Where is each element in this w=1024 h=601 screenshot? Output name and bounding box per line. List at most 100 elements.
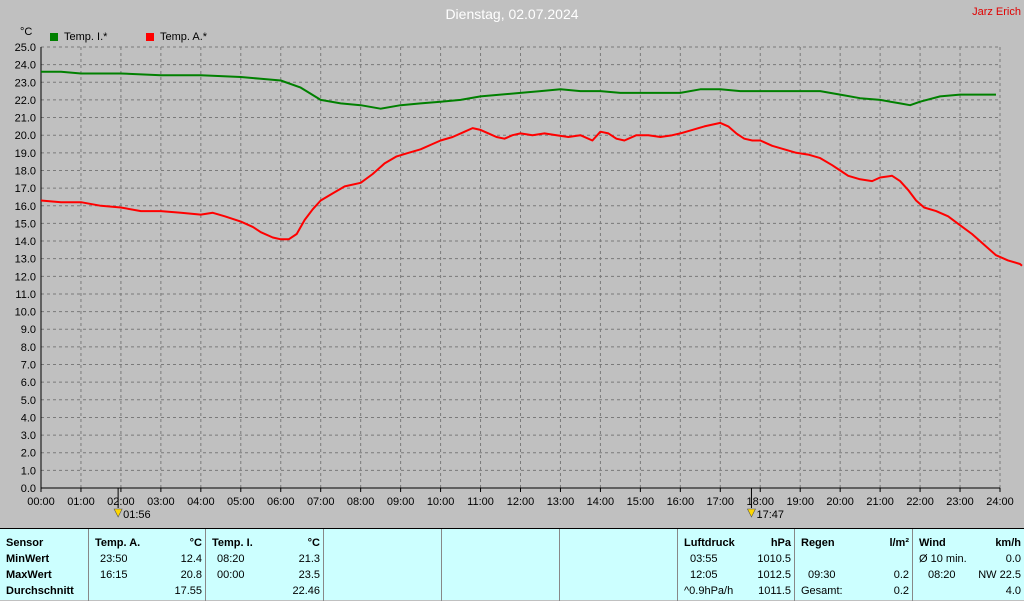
temp-i-max-value: 23.5 — [298, 569, 320, 581]
wind-avg-label: Ø 10 min. — [919, 553, 967, 565]
temp-i-avg-value: 22.46 — [292, 585, 320, 597]
luftdruck-min-value: 1010.5 — [757, 553, 791, 565]
series-line-temp-a — [40, 121, 1023, 267]
chart-title: Dienstag, 02.07.2024 — [445, 6, 579, 22]
x-tick-label: 05:00 — [227, 496, 255, 508]
y-axis-unit: °C — [20, 26, 33, 38]
summary-col-temp-i: Temp. I. °C 08:20 21.3 00:00 23.5 22.46 — [206, 529, 324, 601]
y-tick-label: 10.0 — [15, 307, 36, 319]
y-tick-label: 6.0 — [21, 377, 36, 389]
sunset-icon — [746, 508, 756, 518]
luftdruck-header: Luftdruck — [684, 537, 735, 549]
wind-max-value: NW 22.5 — [978, 569, 1021, 581]
x-tick-label: 01:00 — [67, 496, 95, 508]
y-tick-label: 15.0 — [15, 218, 36, 230]
temp-a-max-time: 16:15 — [100, 569, 128, 581]
x-tick-label: 23:00 — [946, 496, 974, 508]
y-tick-label: 9.0 — [21, 324, 36, 336]
avg-label: Durchschnitt — [6, 585, 74, 597]
legend-swatch-temp-i — [50, 33, 58, 41]
summary-col-empty-3 — [560, 529, 678, 601]
x-tick-label: 08:00 — [347, 496, 375, 508]
wind-max-time: 08:20 — [928, 569, 956, 581]
x-tick-label: 04:00 — [187, 496, 215, 508]
regen-total-label: Gesamt: — [801, 585, 843, 597]
temp-a-min-time: 23:50 — [100, 553, 128, 565]
temp-i-max-time: 00:00 — [217, 569, 245, 581]
luftdruck-unit: hPa — [770, 537, 791, 549]
y-tick-label: 19.0 — [15, 148, 36, 160]
annotation-label: 17:47 — [756, 509, 784, 521]
x-tick-label: 11:00 — [467, 496, 494, 508]
y-tick-label: 5.0 — [21, 395, 36, 407]
x-tick-label: 07:00 — [307, 496, 335, 508]
x-tick-label: 06:00 — [267, 496, 295, 508]
y-tick-label: 14.0 — [15, 236, 36, 248]
temp-i-header: Temp. I. — [212, 537, 253, 549]
x-tick-label: 02:00 — [107, 496, 135, 508]
x-tick-label: 12:00 — [507, 496, 535, 508]
wind-total-value: 4.0 — [1005, 585, 1021, 597]
y-tick-label: 24.0 — [15, 60, 36, 72]
y-tick-label: 0.0 — [21, 483, 36, 495]
x-tick-label: 17:00 — [707, 496, 735, 508]
legend-swatch-temp-a — [146, 33, 154, 41]
summary-col-empty-2 — [442, 529, 560, 601]
x-tick-label: 14:00 — [587, 496, 615, 508]
x-tick-label: 19:00 — [786, 496, 814, 508]
sunrise-icon — [113, 508, 123, 518]
sensor-header: Sensor — [6, 537, 44, 549]
summary-col-temp-a: Temp. A. °C 23:50 12.4 16:15 20.8 17.55 — [89, 529, 206, 601]
y-tick-label: 25.0 — [15, 42, 36, 54]
luftdruck-min-time: 03:55 — [690, 553, 718, 565]
max-label: MaxWert — [6, 569, 52, 581]
legend-label-temp-a: Temp. A.* — [160, 31, 208, 43]
x-tick-label: 09:00 — [387, 496, 415, 508]
x-tick-label: 15:00 — [627, 496, 655, 508]
luftdruck-max-time: 12:05 — [690, 569, 718, 581]
x-tick-label: 10:00 — [427, 496, 455, 508]
y-tick-label: 16.0 — [15, 201, 36, 213]
author-label: Jarz Erich — [972, 6, 1021, 18]
y-tick-label: 2.0 — [21, 448, 36, 460]
luftdruck-max-value: 1012.5 — [757, 569, 791, 581]
regen-max-value: 0.2 — [893, 569, 909, 581]
y-tick-label: 12.0 — [15, 271, 36, 283]
temp-a-unit: °C — [189, 537, 202, 549]
regen-total-value: 0.2 — [893, 585, 909, 597]
y-tick-label: 17.0 — [15, 183, 36, 195]
series-line-temp-i — [41, 70, 996, 110]
y-tick-label: 4.0 — [21, 412, 36, 424]
regen-max-time: 09:30 — [808, 569, 836, 581]
y-tick-label: 7.0 — [21, 360, 36, 372]
annotation-label: 01:56 — [123, 509, 151, 521]
legend-item-temp-a: Temp. A.* — [146, 31, 207, 43]
y-tick-label: 1.0 — [21, 465, 36, 477]
y-tick-label: 13.0 — [15, 254, 36, 266]
x-tick-label: 18:00 — [746, 496, 774, 508]
summary-col-wind: Wind km/h Ø 10 min. 0.0 08:20 NW 22.5 4.0 — [913, 529, 1024, 601]
temp-a-max-value: 20.8 — [180, 569, 202, 581]
x-tick-label: 24:00 — [986, 496, 1014, 508]
y-tick-label: 3.0 — [21, 430, 36, 442]
x-tick-label: 00:00 — [27, 496, 55, 508]
x-tick-label: 03:00 — [147, 496, 175, 508]
luftdruck-avg-value: 1011.5 — [758, 585, 791, 597]
wind-unit: km/h — [995, 537, 1021, 549]
summary-col-regen: Regen l/m² 09:30 0.2 Gesamt: 0.2 — [795, 529, 913, 601]
x-tick-label: 22:00 — [906, 496, 934, 508]
temperature-chart: 0.0 1.0 2.0 3.0 4.0 5.0 6.0 7.0 8.0 9.0 10.0 11.0 12… — [15, 42, 1023, 521]
wind-header: Wind — [919, 537, 946, 549]
summary-table: Sensor MinWert MaxWert Durchschnitt Temp… — [0, 528, 1024, 601]
y-tick-label: 21.0 — [15, 113, 36, 125]
y-tick-label: 11.0 — [15, 289, 36, 301]
min-label: MinWert — [6, 553, 50, 565]
x-tick-label: 21:00 — [866, 496, 894, 508]
y-tick-label: 22.0 — [15, 95, 36, 107]
x-tick-label: 16:00 — [667, 496, 695, 508]
summary-col-empty-1 — [324, 529, 442, 601]
x-tick-label: 13:00 — [547, 496, 575, 508]
temp-i-min-value: 21.3 — [298, 553, 320, 565]
y-tick-label: 8.0 — [21, 342, 36, 354]
temp-a-min-value: 12.4 — [180, 553, 202, 565]
